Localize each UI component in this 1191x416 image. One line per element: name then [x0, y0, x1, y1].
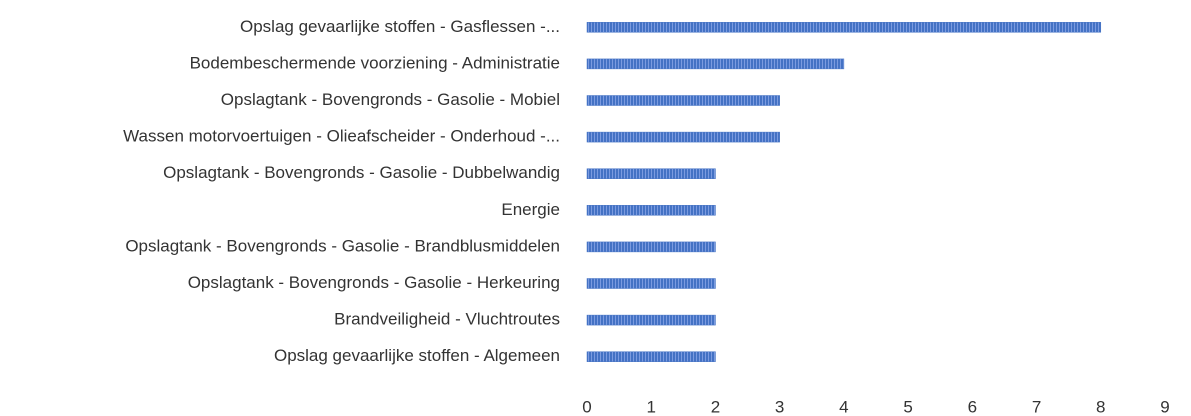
bar — [586, 168, 716, 179]
x-tick-label: 4 — [839, 397, 848, 416]
y-tick-label: Opslagtank - Bovengronds - Gasolie - Mob… — [221, 90, 560, 109]
x-tick-label: 2 — [711, 397, 720, 416]
x-tick-label: 7 — [1032, 397, 1041, 416]
bar — [586, 205, 716, 216]
y-tick-label: Wassen motorvoertuigen - Olieafscheider … — [123, 127, 560, 146]
bar — [586, 58, 845, 70]
x-tick-label: 0 — [582, 397, 591, 416]
bar — [586, 314, 716, 326]
x-tick-label: 8 — [1096, 397, 1105, 416]
bar — [586, 351, 716, 362]
y-tick-label: Energie — [501, 200, 560, 219]
y-tick-label: Opslagtank - Bovengronds - Gasolie - Bra… — [125, 236, 560, 255]
x-tick-label: 3 — [775, 397, 784, 416]
y-tick-label: Opslagtank - Bovengronds - Gasolie - Dub… — [163, 163, 560, 182]
bar — [586, 278, 716, 289]
y-tick-label: Opslag gevaarlijke stoffen - Algemeen — [274, 346, 560, 365]
y-tick-label: Opslagtank - Bovengronds - Gasolie - Her… — [188, 273, 560, 292]
x-tick-label: 6 — [968, 397, 977, 416]
bar — [586, 22, 1102, 33]
bar — [586, 131, 780, 143]
x-tick-label: 5 — [903, 397, 912, 416]
y-tick-label: Opslag gevaarlijke stoffen - Gasflessen … — [240, 17, 560, 36]
x-tick-label: 9 — [1160, 397, 1169, 416]
bar — [586, 241, 716, 253]
x-tick-label: 1 — [646, 397, 655, 416]
bar — [586, 95, 780, 106]
y-tick-label: Bodembeschermende voorziening - Administ… — [190, 53, 560, 72]
y-tick-label: Brandveiligheid - Vluchtroutes — [334, 310, 560, 329]
